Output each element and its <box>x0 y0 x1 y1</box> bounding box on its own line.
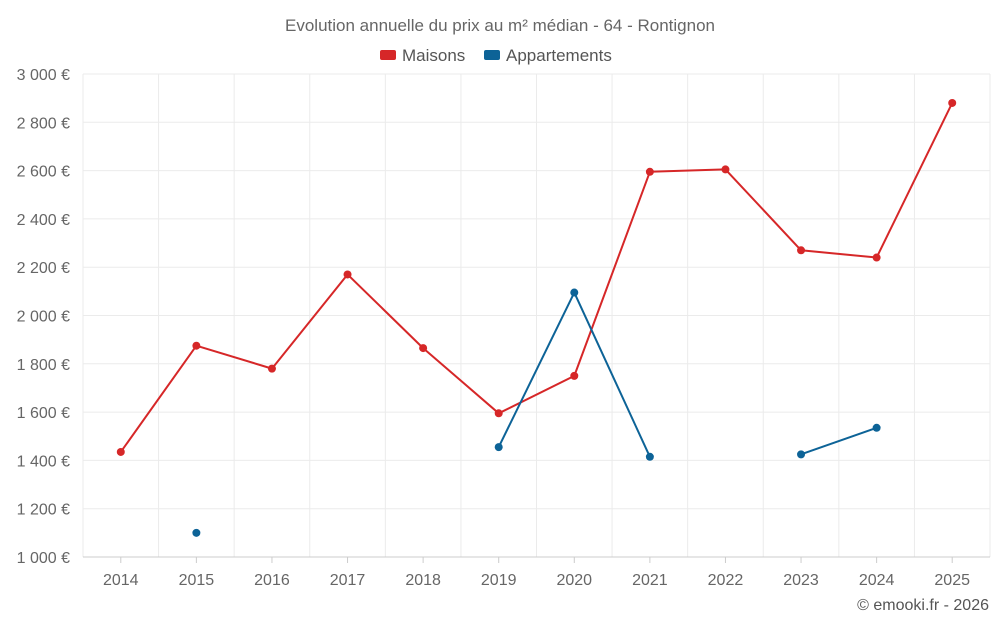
data-point-appartements-2020[interactable] <box>570 288 579 297</box>
data-point-maisons-2021[interactable] <box>645 167 654 176</box>
data-point-appartements-2023[interactable] <box>797 450 806 459</box>
y-tick-label: 2 600 € <box>17 164 70 181</box>
y-tick-label: 2 800 € <box>17 115 70 132</box>
series-appartements <box>192 288 881 537</box>
chart-title: Evolution annuelle du prix au m² médian … <box>285 16 715 35</box>
credit-text: © emooki.fr - 2026 <box>857 597 989 614</box>
data-point-maisons-2014[interactable] <box>116 447 125 456</box>
data-point-maisons-2023[interactable] <box>797 246 806 255</box>
x-tick-label: 2020 <box>556 572 592 589</box>
legend-label-appartements: Appartements <box>506 46 612 65</box>
data-point-maisons-2020[interactable] <box>570 371 579 380</box>
data-point-maisons-2015[interactable] <box>192 341 201 350</box>
legend-item-maisons[interactable]: Maisons <box>380 46 465 65</box>
data-point-appartements-2019[interactable] <box>494 443 503 452</box>
data-point-appartements-2015[interactable] <box>192 528 201 537</box>
data-point-maisons-2025[interactable] <box>948 98 957 107</box>
y-tick-label: 1 000 € <box>17 550 70 567</box>
legend-swatch-maisons <box>380 50 396 60</box>
y-tick-label: 1 400 € <box>17 453 70 470</box>
y-axis: 1 000 € 1 200 € 1 400 € 1 600 € 1 800 € 2 000… <box>17 67 70 567</box>
data-point-maisons-2019[interactable] <box>494 409 503 418</box>
x-tick-label: 2022 <box>708 572 744 589</box>
series-maisons <box>116 98 957 456</box>
x-tick-label: 2023 <box>783 572 819 589</box>
series-layer <box>116 98 957 537</box>
y-tick-label: 1 800 € <box>17 357 70 374</box>
x-tick-label: 2019 <box>481 572 517 589</box>
y-tick-label: 3 000 € <box>17 67 70 84</box>
legend[interactable]: Maisons Appartements <box>380 46 612 65</box>
data-point-maisons-2016[interactable] <box>267 364 276 373</box>
legend-item-appartements[interactable]: Appartements <box>484 46 612 65</box>
legend-swatch-appartements <box>484 50 500 60</box>
data-point-appartements-2021[interactable] <box>645 452 654 461</box>
data-point-maisons-2017[interactable] <box>343 270 352 279</box>
x-tick-label: 2021 <box>632 572 668 589</box>
data-point-maisons-2022[interactable] <box>721 165 730 174</box>
data-point-maisons-2024[interactable] <box>872 253 881 262</box>
x-axis: 2014 2015 2016 2017 2018 2019 2020 2021 2022 2023… <box>83 556 990 589</box>
x-tick-label: 2014 <box>103 572 139 589</box>
x-tick-label: 2024 <box>859 572 895 589</box>
y-tick-label: 1 200 € <box>17 502 70 519</box>
x-tick-label: 2016 <box>254 572 290 589</box>
grid-lines <box>82 73 991 558</box>
series-line-appartements <box>800 426 877 456</box>
y-tick-label: 2 200 € <box>17 260 70 277</box>
x-tick-label: 2015 <box>179 572 215 589</box>
data-point-maisons-2018[interactable] <box>419 344 428 353</box>
x-tick-label: 2017 <box>330 572 366 589</box>
y-tick-label: 2 400 € <box>17 212 70 229</box>
x-tick-label: 2025 <box>934 572 970 589</box>
data-point-appartements-2024[interactable] <box>872 423 881 432</box>
y-tick-label: 1 600 € <box>17 405 70 422</box>
legend-label-maisons: Maisons <box>402 46 465 65</box>
x-tick-label: 2018 <box>405 572 441 589</box>
series-line-maisons <box>119 102 954 453</box>
y-tick-label: 2 000 € <box>17 309 70 326</box>
